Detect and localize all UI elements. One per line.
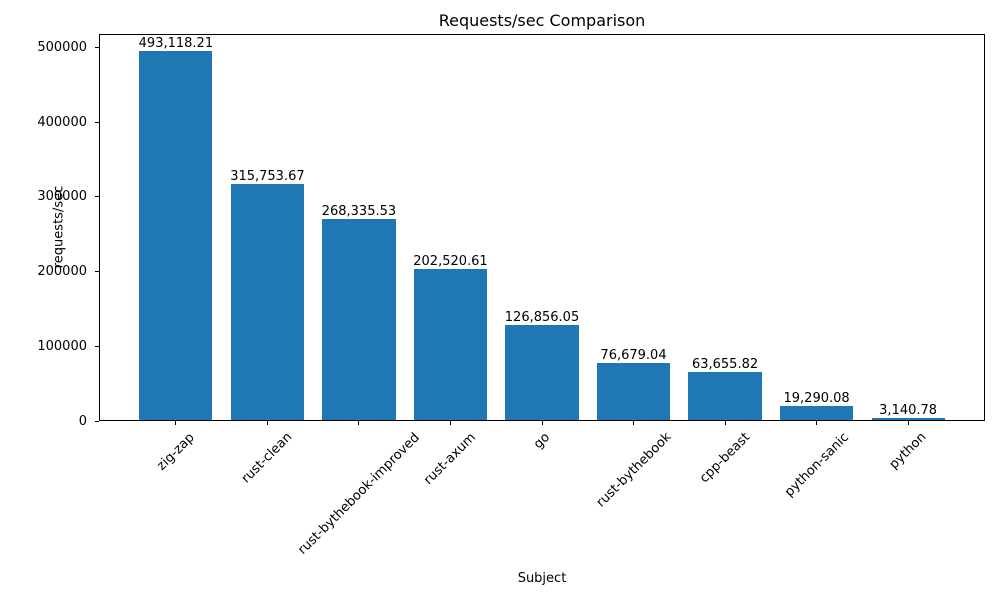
bar: [139, 51, 213, 420]
x-category-label: zig-zap: [154, 429, 198, 474]
bar-value-label: 268,335.53: [321, 204, 397, 220]
x-tick-mark: [633, 421, 635, 425]
bar-value-label: 76,679.04: [600, 347, 667, 363]
x-category-label: go: [530, 429, 554, 452]
y-tick-mark: [95, 271, 99, 272]
bar-value-label: 126,856.05: [504, 310, 580, 326]
y-tick-mark: [95, 196, 99, 198]
y-tick-label: 400000: [37, 114, 87, 130]
y-tick-label: 0: [78, 413, 87, 429]
y-tick-mark: [95, 121, 99, 123]
y-tick-mark: [95, 420, 99, 422]
x-category-label: cpp-beast: [696, 429, 754, 487]
x-category-label: python-sanic: [781, 430, 852, 500]
bar: [871, 417, 945, 420]
chart-title: Requests/sec Comparison: [438, 11, 646, 30]
bar-value-label: 3,140.78: [879, 402, 938, 418]
x-category-label: rust-bythebook-improved: [295, 429, 423, 558]
x-tick-mark: [907, 421, 909, 425]
bar-value-label: 202,520.61: [413, 253, 488, 269]
x-tick-mark: [541, 421, 543, 425]
bar-value-label: 19,290.08: [783, 390, 850, 406]
bar: [505, 325, 579, 420]
x-category-label: rust-bythebook: [593, 429, 674, 511]
x-tick-mark: [358, 421, 360, 425]
x-tick-mark: [449, 421, 451, 425]
y-tick-mark: [95, 345, 99, 347]
y-tick-label: 300000: [37, 189, 87, 205]
bar: [413, 268, 488, 420]
bar: [779, 405, 854, 420]
bar-value-label: 315,753.67: [230, 168, 305, 184]
y-tick-mark: [95, 46, 99, 48]
x-category-label: rust-axum: [421, 430, 480, 488]
x-tick-mark: [266, 421, 268, 425]
x-tick-mark: [816, 421, 818, 425]
bar: [230, 184, 305, 420]
x-category-label: rust-clean: [239, 429, 296, 487]
y-tick-label: 200000: [37, 264, 87, 279]
bar-value-label: 493,118.21: [138, 36, 214, 52]
bar-value-label: 63,655.82: [691, 357, 759, 373]
x-tick-mark: [175, 421, 177, 425]
x-category-label: python: [886, 429, 930, 473]
bar: [322, 219, 396, 420]
y-tick-label: 100000: [37, 338, 87, 354]
bar: [596, 362, 671, 420]
y-tick-label: 500000: [37, 39, 87, 55]
bar: [688, 372, 762, 420]
plot-area: [99, 34, 985, 421]
x-axis-label: Subject: [517, 571, 567, 586]
x-tick-mark: [724, 421, 726, 425]
